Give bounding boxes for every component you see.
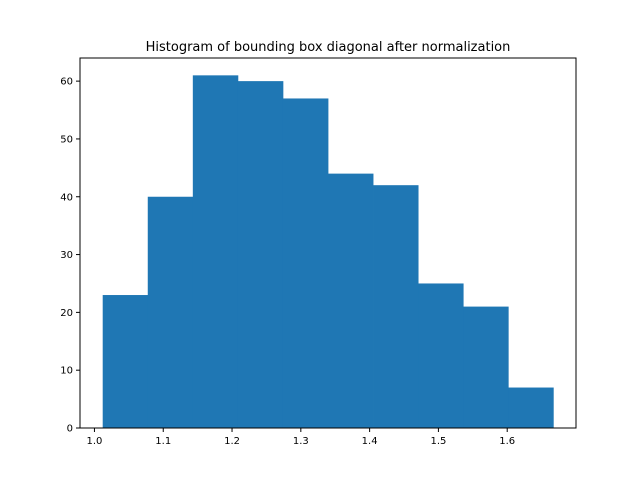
y-tick-label: 10	[60, 366, 73, 377]
histogram-bar	[237, 81, 284, 428]
y-tick-label: 0	[67, 424, 73, 435]
x-tick-label: 1.0	[86, 436, 102, 447]
x-axis-ticks: 1.0 1.1 1.2 1.3 1.4 1.5 1.6	[86, 428, 515, 447]
y-tick-label: 50	[60, 134, 73, 145]
chart-title: Histogram of bounding box diagonal after…	[146, 40, 511, 55]
histogram-bar	[192, 75, 239, 428]
y-tick-label: 40	[60, 192, 73, 203]
histogram-bar	[463, 306, 509, 428]
histogram-bar	[373, 185, 419, 428]
bars-group	[102, 75, 554, 428]
x-tick-label: 1.4	[362, 436, 378, 447]
y-axis-ticks: 0 10 20 30 40 50 60	[60, 77, 80, 435]
x-tick-label: 1.3	[293, 436, 309, 447]
histogram-bar	[328, 173, 374, 428]
x-tick-label: 1.1	[155, 436, 171, 447]
histogram-bar	[282, 98, 329, 428]
histogram-bar	[418, 283, 464, 428]
x-tick-label: 1.6	[499, 436, 515, 447]
histogram-bar	[508, 387, 554, 428]
histogram-bar	[147, 196, 194, 428]
y-tick-label: 20	[60, 308, 73, 319]
x-tick-label: 1.2	[224, 436, 240, 447]
y-tick-label: 60	[60, 77, 73, 88]
y-tick-label: 30	[60, 250, 73, 261]
plot-frame	[79, 57, 577, 429]
histogram-bar	[102, 295, 149, 428]
x-tick-label: 1.5	[430, 436, 446, 447]
